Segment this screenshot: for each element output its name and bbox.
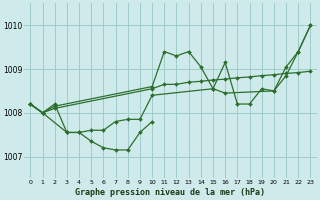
X-axis label: Graphe pression niveau de la mer (hPa): Graphe pression niveau de la mer (hPa): [76, 188, 265, 197]
